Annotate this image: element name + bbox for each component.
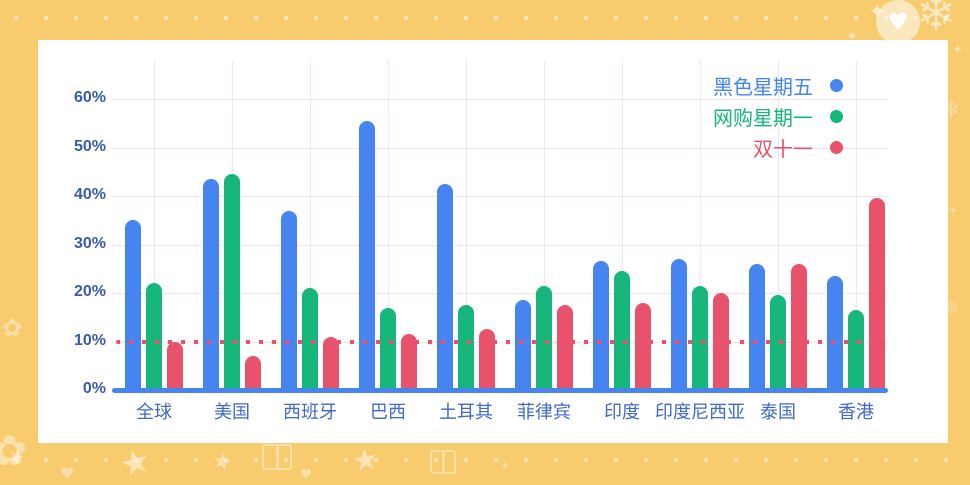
gift-icon [430, 450, 456, 474]
bar-网购星期一-泰国 [770, 295, 786, 392]
bar-网购星期一-印度 [614, 271, 630, 392]
legend-dot-icon [830, 79, 843, 92]
x-tick-label-泰国: 泰国 [760, 402, 796, 422]
bar-网购星期一-全球 [146, 283, 162, 392]
heart-badge-icon: ♥ [876, 0, 920, 44]
bar-黑色星期五-全球 [125, 220, 141, 392]
x-tick-label-全球: 全球 [136, 402, 172, 422]
bar-双十一-印度 [635, 302, 651, 392]
bar-网购星期一-香港 [848, 309, 864, 392]
plot-area [112, 40, 888, 392]
bar-黑色星期五-香港 [827, 276, 843, 392]
legend-item: 黑色星期五 [553, 70, 843, 101]
bar-双十一-全球 [167, 341, 183, 392]
bar-双十一-美国 [245, 356, 261, 392]
vertical-gridline [544, 60, 545, 390]
y-tick-label: 30% [73, 234, 106, 252]
flower-icon: ✿ [0, 426, 28, 475]
vertical-gridline [310, 60, 311, 390]
vertical-gridline [778, 60, 779, 390]
legend-dot-icon [830, 141, 843, 154]
chart-legend: 黑色星期五网购星期一双十一 [553, 70, 843, 163]
y-tick-label: 20% [73, 283, 106, 300]
vertical-gridline [466, 60, 467, 390]
x-tick-label-印度: 印度 [604, 402, 640, 422]
vertical-gridline [856, 60, 857, 390]
vertical-gridline [154, 60, 155, 390]
star-icon: ★ [209, 448, 235, 477]
heart-icon: ♥ [300, 467, 313, 483]
frame-dotted-line-top [14, 16, 956, 20]
bar-双十一-泰国 [791, 263, 807, 392]
star-icon: ★ [5, 443, 28, 470]
bar-黑色星期五-巴西 [359, 120, 375, 392]
sparkle-icon: ✦ [948, 204, 959, 219]
y-tick-label: 40% [73, 186, 106, 203]
heart-icon: ♥ [60, 464, 75, 483]
bar-网购星期一-印度尼西亚 [692, 285, 708, 392]
frame-dotted-line-bottom [14, 458, 956, 462]
bar-黑色星期五-土耳其 [437, 183, 453, 392]
legend-item: 网购星期一 [553, 101, 843, 132]
bar-网购星期一-土耳其 [458, 305, 474, 392]
x-tick-label-香港: 香港 [838, 402, 874, 422]
bar-黑色星期五-印度尼西亚 [671, 259, 687, 392]
x-tick-label-菲律宾: 菲律宾 [517, 402, 571, 422]
bar-黑色星期五-泰国 [749, 263, 765, 392]
y-tick-label: 50% [73, 137, 106, 155]
horizontal-gridline [112, 196, 888, 197]
vertical-gridline [388, 60, 389, 390]
bar-双十一-西班牙 [323, 336, 339, 392]
horizontal-gridline [112, 147, 888, 149]
star-icon: ★ [115, 439, 156, 485]
reference-line-10pct [116, 339, 884, 344]
gift-icon [262, 444, 292, 470]
x-tick-label-美国: 美国 [214, 402, 250, 422]
horizontal-gridline [112, 293, 888, 294]
bar-双十一-巴西 [401, 334, 417, 392]
legend-label: 双十一 [753, 139, 813, 161]
x-tick-label-西班牙: 西班牙 [283, 402, 337, 422]
bar-黑色星期五-美国 [203, 179, 219, 392]
flower-icon: ✿ [2, 314, 23, 342]
vertical-gridline [622, 60, 623, 390]
x-axis-line [112, 388, 888, 393]
legend-label: 黑色星期五 [713, 77, 813, 99]
horizontal-gridline [112, 244, 888, 246]
x-tick-label-巴西: 巴西 [370, 402, 406, 422]
sparkle-icon: ✦ [952, 43, 963, 58]
bar-双十一-香港 [869, 198, 885, 392]
vertical-gridline [700, 60, 701, 390]
bar-双十一-菲律宾 [557, 305, 573, 392]
bar-黑色星期五-菲律宾 [515, 300, 531, 392]
bar-黑色星期五-印度 [593, 261, 609, 392]
y-tick-label: 0% [82, 380, 106, 397]
chart-card: 0% 10% 20% 30% 40% 50% 60% 全球 美国 西班牙 巴西 土耳其 菲律宾 印度 印度… [38, 40, 948, 443]
bar-黑色星期五-西班牙 [281, 210, 297, 392]
legend-dot-icon [830, 110, 843, 123]
y-tick-label: 10% [73, 331, 106, 349]
bar-网购星期一-美国 [224, 174, 240, 392]
y-tick-label: 60% [73, 89, 106, 106]
bar-网购星期一-巴西 [380, 307, 396, 392]
x-tick-label-印度尼西亚: 印度尼西亚 [655, 402, 745, 422]
horizontal-gridline [112, 99, 888, 100]
x-tick-label-土耳其: 土耳其 [439, 402, 493, 422]
bar-网购星期一-菲律宾 [536, 285, 552, 392]
bar-双十一-土耳其 [479, 329, 495, 392]
legend-label: 网购星期一 [713, 108, 813, 130]
legend-item: 双十一 [553, 132, 843, 163]
